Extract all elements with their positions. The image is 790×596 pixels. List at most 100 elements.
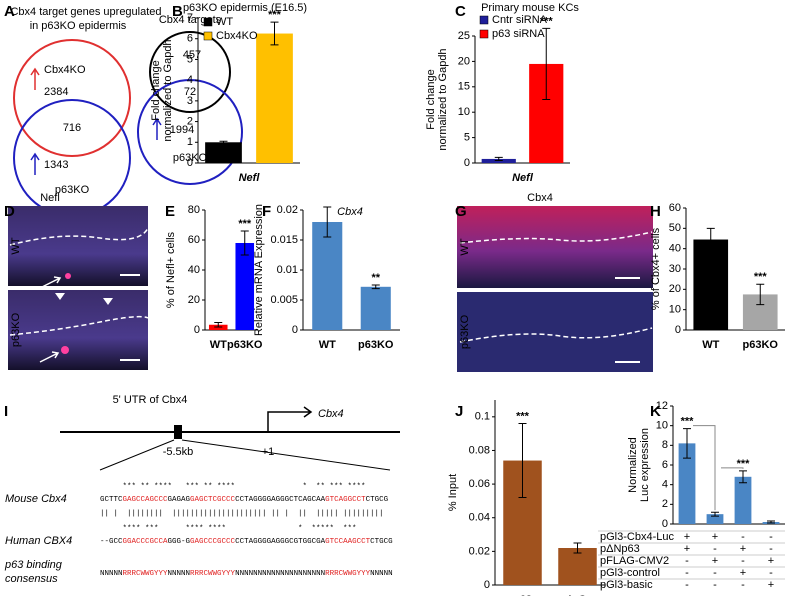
table-cell: + [684, 531, 690, 543]
y-tick-label: 2 [187, 115, 193, 127]
y-axis-label: Luc expression [639, 428, 651, 502]
dashed-line [459, 327, 653, 343]
bracket [693, 425, 716, 511]
dashed-line [9, 227, 149, 246]
table-cell: + [740, 543, 746, 555]
y-tick-label: 0 [292, 324, 298, 336]
y-tick-label: 0.1 [475, 411, 490, 423]
sequence-segment: GAGCTCGCCC [190, 496, 236, 504]
y-tick-label: 0 [187, 157, 193, 169]
chart-title: p63KO epidermis (E16.5) [183, 2, 307, 14]
y-tick-label: 3 [187, 95, 193, 107]
site-label: -5.5kb [163, 446, 194, 458]
table-cell: + [712, 531, 718, 543]
y-tick-label: 60 [188, 234, 200, 246]
y-tick-label: 50 [669, 222, 681, 234]
significance: ** [371, 272, 380, 284]
legend-label: WT [216, 16, 233, 28]
panel-label: G [455, 203, 467, 220]
sequence-segment: CCTAGGGGAGGGCTCAGCAA [235, 496, 326, 504]
x-tick-label: p63KO [743, 339, 779, 351]
tss-label: +1 [262, 446, 275, 458]
y-tick-label: 0.02 [469, 545, 490, 557]
tss-arrow [267, 406, 313, 432]
sequence-label: Human CBX4 [5, 535, 72, 547]
error-bar [518, 423, 527, 499]
venn-circle [13, 99, 131, 217]
y-axis-label: Relative mRNA Expression [253, 204, 265, 336]
y-tick-label: 2 [662, 498, 668, 510]
error-bar [767, 520, 775, 524]
table-cell: - [685, 567, 689, 579]
y-tick-label: 0.08 [469, 444, 490, 456]
panel-label: F [262, 203, 271, 220]
y-tick-label: 7 [187, 12, 193, 24]
sequence-segment: GGACCCGCCA [123, 538, 169, 546]
arrow [39, 276, 62, 289]
y-axis-label: Normalized [627, 437, 639, 493]
y-tick-label: 20 [458, 55, 470, 67]
sequence-segment: NNNNN [370, 570, 393, 578]
signal [65, 273, 71, 279]
error-bar [573, 542, 582, 554]
sequence-segment: NNNNNNNNNNNNNNNNNNNN [235, 570, 325, 578]
row-label: pGl3-control [600, 567, 660, 579]
y-tick-label: 10 [656, 420, 668, 432]
sequence-segment: GAGAG [168, 496, 191, 504]
significance: *** [737, 458, 751, 470]
sequence-segment: RRRCWWGYYY [325, 570, 371, 578]
significance: *** [754, 271, 768, 283]
y-tick-label: 6 [662, 459, 668, 471]
signal [61, 346, 69, 354]
y-tick-label: 4 [662, 479, 668, 491]
bar [678, 443, 696, 524]
bar [312, 222, 343, 330]
y-tick-label: 4 [187, 74, 193, 86]
stain-label: Cbx4 [527, 192, 553, 204]
y-tick-label: 0.02 [277, 204, 298, 216]
y-tick-label: 1 [187, 136, 193, 148]
sequence-segment: RRRCWWGYYY [123, 570, 169, 578]
table-cell: - [741, 531, 745, 543]
y-axis-label: % of Cbx4+ cells [650, 227, 662, 310]
y-axis-label: % of Nefl+ cells [165, 231, 177, 308]
set-label: p63KO [173, 152, 208, 164]
bar [734, 476, 752, 524]
row-label: pΔNp63 [600, 543, 640, 555]
sequence: NNNNNRRRCWWGYYYNNNNNRRRCWWGYYYNNNNNNNNNN… [100, 570, 393, 578]
y-tick-label: 6 [187, 33, 193, 45]
significance: *** [268, 9, 282, 21]
y-tick-label: 5 [187, 53, 193, 65]
chart-title: Primary mouse KCs [481, 2, 579, 14]
error-bar [371, 284, 380, 290]
error-bar [214, 322, 223, 328]
panel-label: J [455, 403, 463, 420]
sequence-segment: RRRCWWGYYY [190, 570, 236, 578]
row-label: p63KO [10, 312, 22, 347]
legend-swatch [479, 29, 489, 39]
count: 1994 [170, 124, 194, 136]
y-tick-label: 20 [669, 283, 681, 295]
y-tick-label: 25 [458, 30, 470, 42]
y-tick-label: 12 [656, 400, 668, 412]
sequence-segment: CTGCG [370, 538, 393, 546]
table-cell: - [713, 579, 717, 591]
bar [558, 548, 597, 585]
venn-title: Cbx4 target genes upregulated [10, 6, 161, 18]
table-cell: - [741, 579, 745, 591]
bar [693, 239, 729, 330]
y-axis-label: Fold change [150, 60, 162, 121]
micrograph [8, 290, 148, 370]
significance: *** [681, 416, 695, 428]
y-tick-label: 0.01 [277, 264, 298, 276]
y-tick-label: 0 [464, 157, 470, 169]
y-tick-label: 20 [188, 294, 200, 306]
error-bar [683, 428, 691, 459]
micrograph [457, 292, 653, 372]
legend-swatch [203, 17, 213, 27]
sequence-segment: GAGCCAGCCC [123, 496, 169, 504]
count: 1343 [44, 159, 68, 171]
up-arrow [152, 117, 162, 140]
table-cell: - [685, 555, 689, 567]
y-tick-label: 0 [484, 579, 490, 591]
